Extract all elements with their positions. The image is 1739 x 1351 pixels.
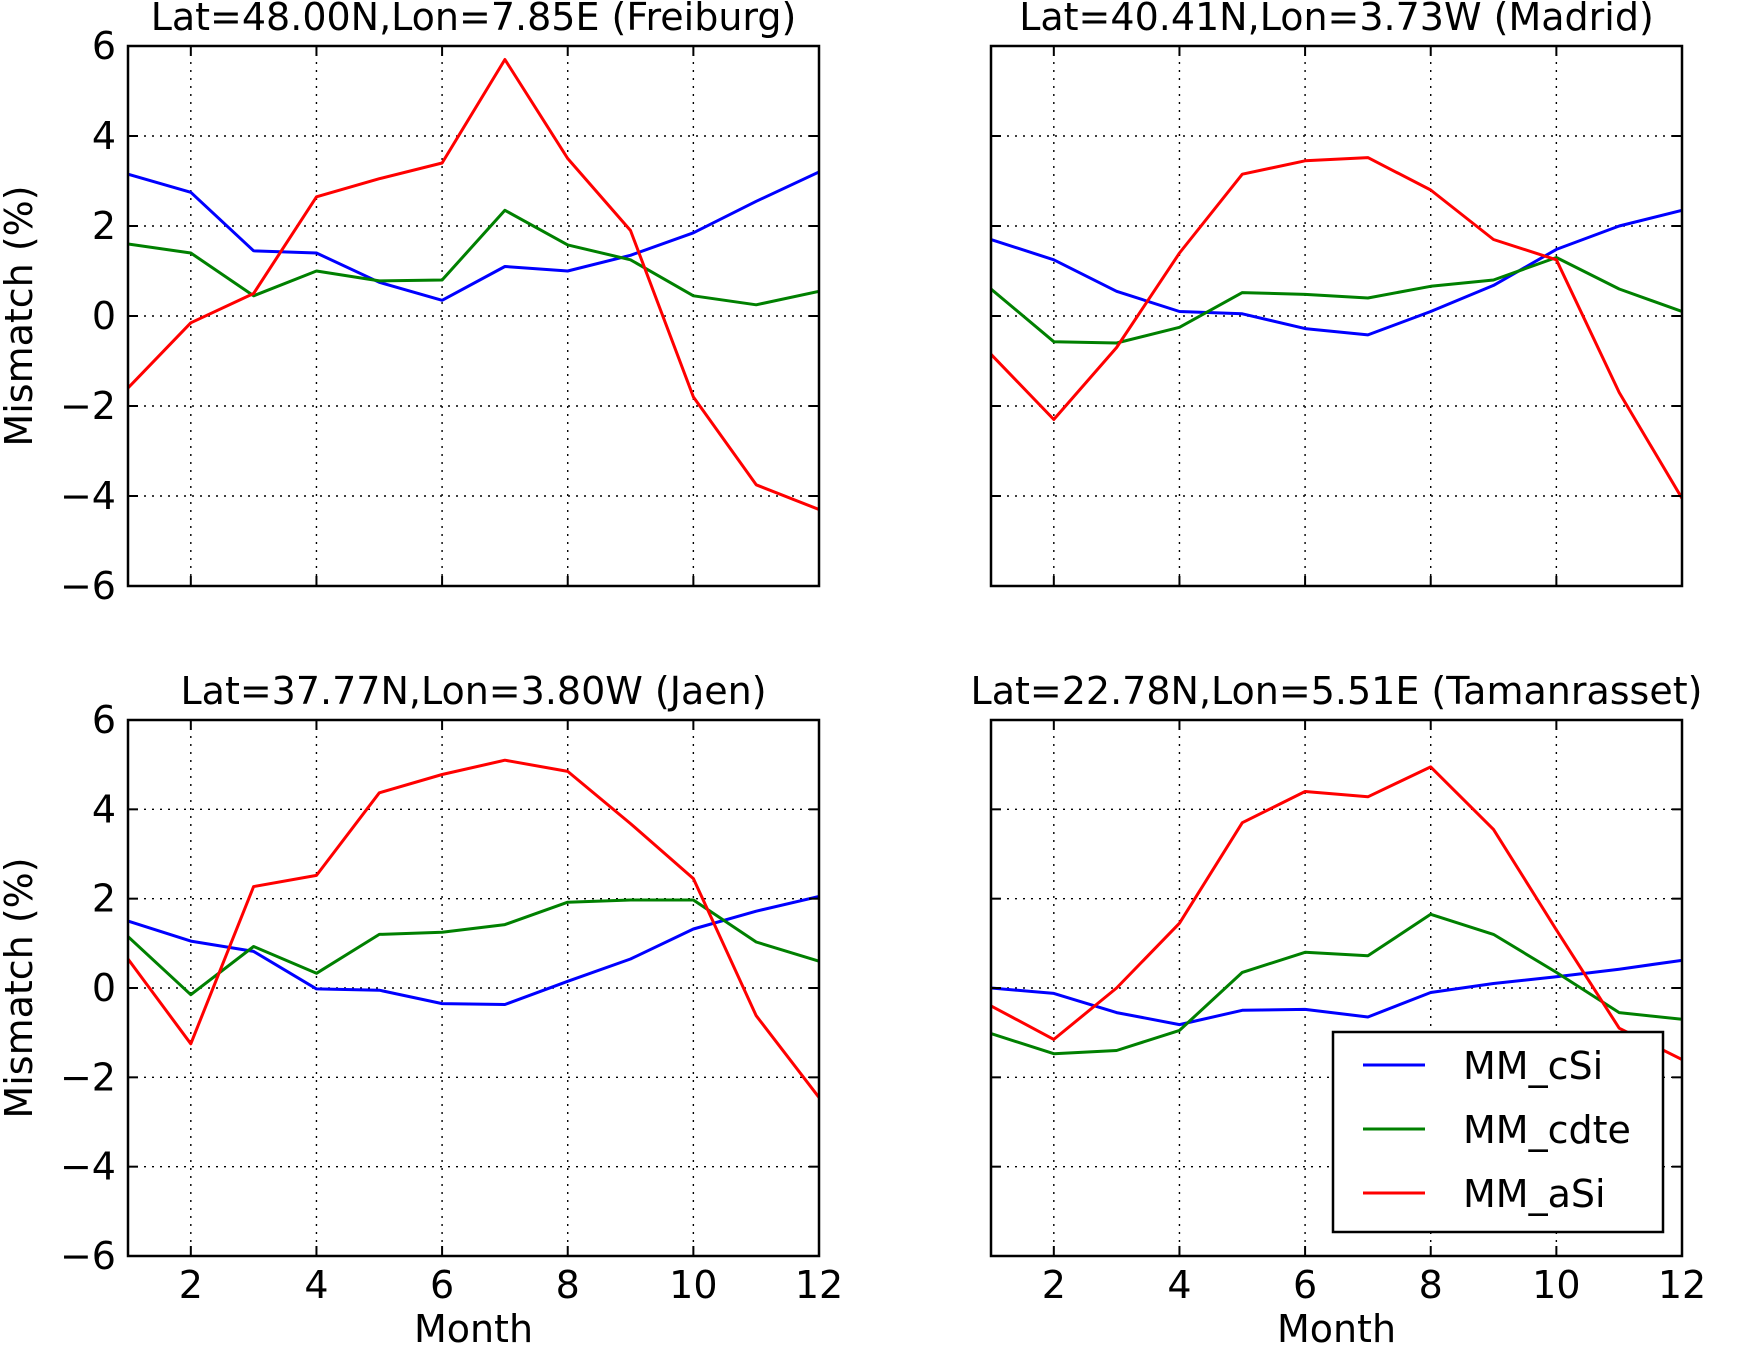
x-tick-label: 2 bbox=[179, 1263, 203, 1307]
y-tick-label: −6 bbox=[60, 564, 116, 608]
panel-title: Lat=40.41N,Lon=3.73W (Madrid) bbox=[1019, 0, 1654, 39]
y-axis-label: Mismatch (%) bbox=[0, 185, 41, 446]
y-axis-label: Mismatch (%) bbox=[0, 857, 41, 1118]
y-tick-label: −4 bbox=[60, 474, 116, 518]
series-line-mm-csi bbox=[991, 958, 1682, 1027]
y-tick-label: 6 bbox=[92, 698, 116, 742]
legend: MM_cSi MM_cdte MM_aSi bbox=[1331, 1030, 1665, 1234]
legend-label-mm-cdte: MM_cdte bbox=[1463, 1108, 1631, 1152]
y-tick-label: −4 bbox=[60, 1145, 116, 1189]
x-tick-label: 8 bbox=[1419, 1263, 1443, 1307]
x-tick-label: 12 bbox=[795, 1263, 843, 1307]
series-line-mm-csi bbox=[991, 208, 1682, 337]
panel-title: Lat=22.78N,Lon=5.51E (Tamanrasset) bbox=[971, 669, 1703, 713]
series-line-mm-asi bbox=[128, 58, 819, 511]
y-tick-label: −2 bbox=[60, 384, 116, 428]
x-tick-label: 4 bbox=[1167, 1263, 1191, 1307]
y-tick-label: −6 bbox=[60, 1234, 116, 1278]
y-tick-label: 0 bbox=[92, 966, 116, 1010]
y-tick-label: 0 bbox=[92, 294, 116, 338]
x-axis-label: Month bbox=[1277, 1307, 1396, 1351]
y-tick-label: 2 bbox=[92, 877, 116, 921]
y-tick-label: −2 bbox=[60, 1055, 116, 1099]
x-tick-label: 4 bbox=[304, 1263, 328, 1307]
x-tick-label: 12 bbox=[1658, 1263, 1706, 1307]
y-tick-label: 4 bbox=[92, 114, 116, 158]
series-line-mm-asi bbox=[128, 758, 819, 1099]
series-line-mm-asi bbox=[991, 156, 1682, 500]
x-tick-label: 2 bbox=[1042, 1263, 1066, 1307]
chart-panel-1: 6 4 2 0 −2 −4 −6 Lat=48.00N,Lon=7.85E (Freiburg… bbox=[0, 0, 821, 608]
series-line-mm-cdte bbox=[991, 912, 1682, 1056]
y-tick-label: 4 bbox=[92, 787, 116, 831]
x-axis-label: Month bbox=[414, 1307, 533, 1351]
series-line-mm-cdte bbox=[128, 898, 819, 997]
series-line-mm-cdte bbox=[991, 256, 1682, 345]
panel-title: Lat=37.77N,Lon=3.80W (Jaen) bbox=[180, 669, 766, 713]
x-tick-label: 6 bbox=[1293, 1263, 1317, 1307]
legend-label-mm-asi: MM_aSi bbox=[1463, 1172, 1606, 1216]
x-tick-label: 6 bbox=[430, 1263, 454, 1307]
x-tick-label: 8 bbox=[556, 1263, 580, 1307]
x-tick-label: 10 bbox=[669, 1263, 717, 1307]
chart-panel-4: 2 4 6 8 10 12 Lat=22.78N,Lon=5.51E (Tamanrasse… bbox=[971, 669, 1707, 1351]
y-tick-label: 6 bbox=[92, 24, 116, 68]
legend-label-mm-csi: MM_cSi bbox=[1463, 1044, 1603, 1088]
x-tick-label: 10 bbox=[1532, 1263, 1580, 1307]
chart-panel-2: Lat=40.41N,Lon=3.73W (Madrid) bbox=[989, 0, 1684, 588]
series-line-mm-cdte bbox=[128, 208, 819, 307]
chart-panel-3: 2 4 6 8 10 12 6 4 2 0 −2 −4 −6 Lat=37.77N,Lon=3.80W (… bbox=[0, 669, 843, 1351]
series-line-mm-csi bbox=[128, 894, 819, 1006]
y-tick-label: 2 bbox=[92, 204, 116, 248]
panel-title: Lat=48.00N,Lon=7.85E (Freiburg) bbox=[151, 0, 797, 39]
series-line-mm-csi bbox=[128, 170, 819, 302]
series-line-mm-asi bbox=[991, 765, 1682, 1061]
